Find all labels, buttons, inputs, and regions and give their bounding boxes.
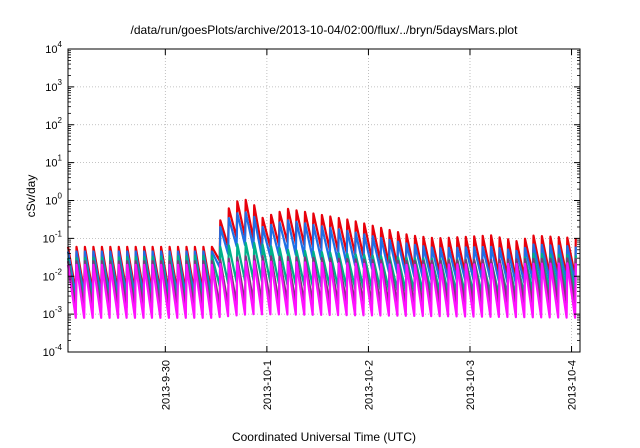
series-group: [66, 198, 577, 319]
x-tick-label: 2013-10-2: [363, 360, 375, 410]
series-4: [66, 254, 577, 309]
series-2: [66, 211, 577, 298]
x-tick-label: 2013-9-30: [160, 360, 172, 410]
series-5: [66, 260, 577, 319]
x-tick-label: 2013-10-3: [465, 360, 477, 410]
x-tick-label: 2013-10-4: [567, 360, 579, 410]
y-axis-label: cSv/day: [24, 175, 38, 218]
series-1: [66, 198, 577, 293]
series-line: [66, 260, 577, 319]
series-line: [66, 198, 577, 293]
series-line: [66, 254, 577, 309]
x-axis-label: Coordinated Universal Time (UTC): [232, 430, 416, 444]
x-tick-label: 2013-10-1: [262, 360, 274, 410]
x-tick-labels: 2013-9-30 2013-10-1 2013-10-2 2013-10-3 2013…: [160, 360, 578, 410]
series-line: [66, 211, 577, 298]
plot-frame: [67, 48, 581, 353]
chart-title: /data/run/goesPlots/archive/2013-10-04/0…: [131, 23, 519, 37]
plot-border: [67, 48, 581, 353]
